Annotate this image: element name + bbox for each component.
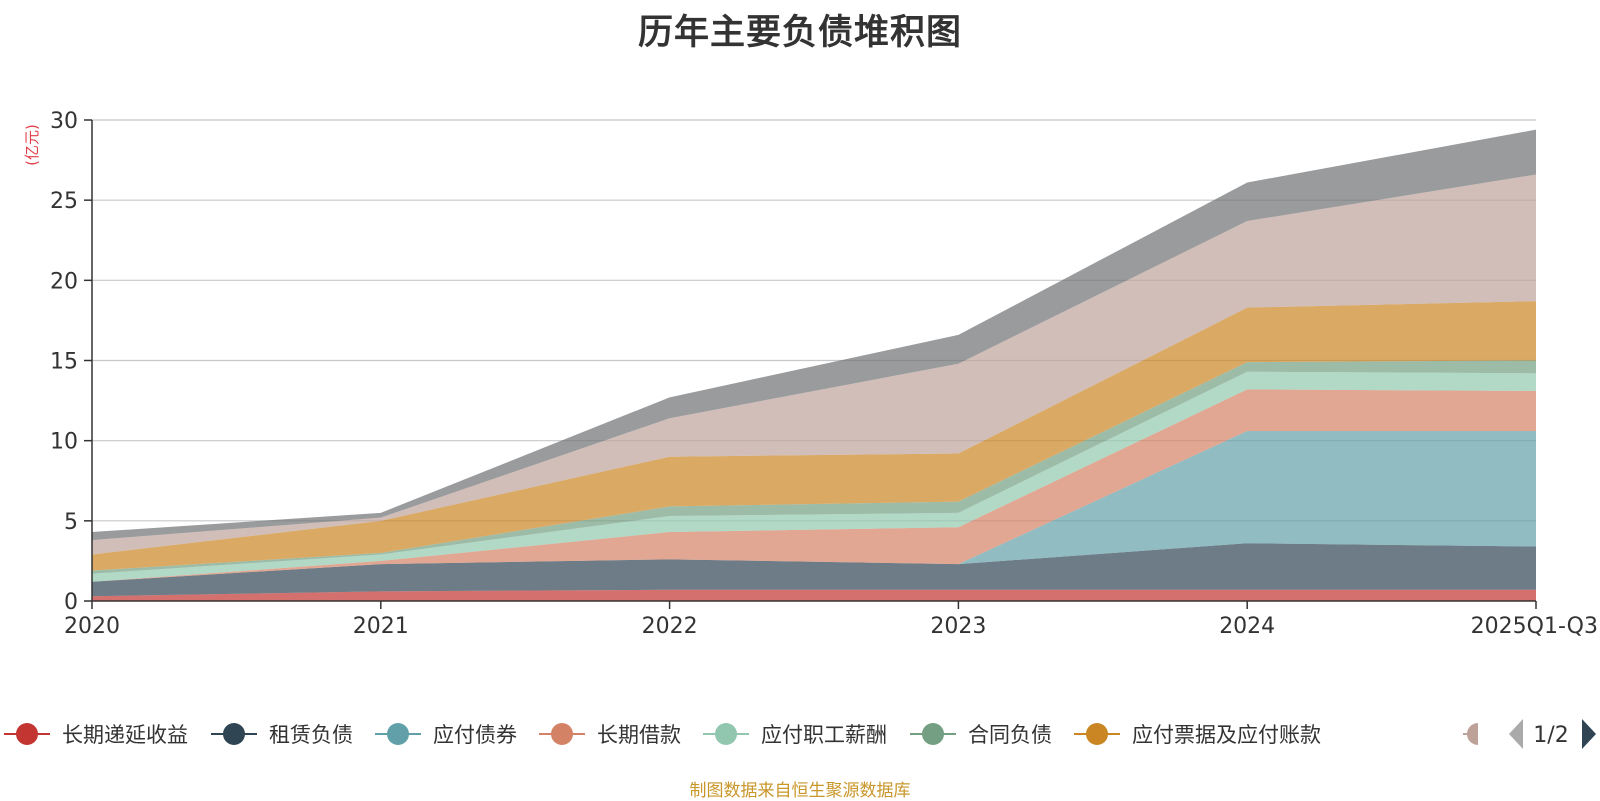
legend-item-8-partial[interactable]	[1463, 723, 1478, 745]
legend-item-6[interactable]: 合同负债	[910, 723, 1052, 747]
legend-marker	[223, 723, 245, 745]
legend-marker	[922, 723, 944, 745]
legend-label: 长期借款	[597, 723, 681, 747]
legend-marker	[387, 723, 409, 745]
area-series-7[interactable]	[92, 301, 1536, 571]
legend-label: 应付票据及应付账款	[1132, 723, 1321, 747]
chart-title: 历年主要负债堆积图	[637, 13, 962, 53]
legend-next-page-icon[interactable]	[1582, 719, 1596, 749]
x-tick-label: 2021	[353, 614, 409, 639]
legend: 长期递延收益 租赁负债 应付债券 长期借款 应付职工薪酬 合同负债 应付票据及应付账款 1/2	[4, 719, 1596, 749]
stacked-areas	[92, 129, 1536, 601]
legend-marker	[715, 723, 737, 745]
x-tick-label: 2025Q1-Q3	[1471, 614, 1598, 639]
axes: 0 5 10 15 20 25 30 2020 2021 2022 2023 2024 2025Q1-Q…	[50, 109, 1598, 639]
y-tick-label: 20	[50, 269, 78, 294]
y-axis-unit-label: (亿元)	[23, 124, 41, 166]
y-tick-label: 25	[50, 189, 78, 214]
y-tick-label: 5	[64, 510, 78, 535]
area-series-2[interactable]	[92, 543, 1536, 597]
area-series-4[interactable]	[92, 389, 1536, 582]
x-tick-label: 2020	[64, 614, 120, 639]
legend-item-1[interactable]: 长期递延收益	[4, 723, 188, 747]
legend-marker	[16, 723, 38, 745]
area-series-8[interactable]	[92, 174, 1536, 555]
legend-item-4[interactable]: 长期借款	[539, 723, 681, 747]
legend-marker	[551, 723, 573, 745]
area-series-1[interactable]	[92, 589, 1536, 601]
legend-page-indicator: 1/2	[1533, 723, 1568, 748]
area-series-3[interactable]	[92, 431, 1536, 582]
legend-prev-page-icon[interactable]	[1509, 719, 1523, 749]
y-tick-label: 0	[64, 590, 78, 615]
source-note: 制图数据来自恒生聚源数据库	[689, 781, 911, 801]
y-tick-label: 15	[50, 350, 78, 375]
legend-item-3[interactable]: 应付债券	[375, 723, 517, 747]
y-tick-label: 30	[50, 109, 78, 134]
legend-item-7[interactable]: 应付票据及应付账款	[1074, 723, 1321, 747]
legend-marker	[1467, 723, 1478, 745]
legend-marker	[1086, 723, 1108, 745]
legend-item-2[interactable]: 租赁负债	[211, 723, 353, 747]
legend-label: 应付债券	[433, 723, 517, 747]
legend-label: 长期递延收益	[62, 723, 188, 747]
legend-label: 合同负债	[968, 723, 1052, 747]
x-tick-label: 2023	[930, 614, 986, 639]
legend-item-5[interactable]: 应付职工薪酬	[703, 723, 887, 747]
y-tick-label: 10	[50, 430, 78, 455]
x-tick-label: 2024	[1219, 614, 1275, 639]
legend-label: 租赁负债	[269, 723, 353, 747]
area-series-9[interactable]	[92, 129, 1536, 541]
x-tick-label: 2022	[642, 614, 698, 639]
legend-label: 应付职工薪酬	[761, 723, 887, 747]
